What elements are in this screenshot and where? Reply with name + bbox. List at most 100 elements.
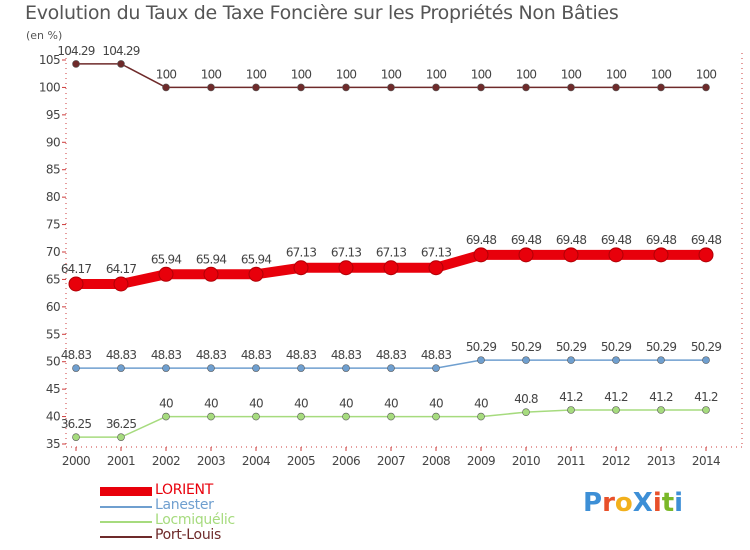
- x-tick-label: 2013: [647, 454, 675, 468]
- data-label-locmiqulic: 41.2: [559, 390, 583, 404]
- y-tick-label: 55: [46, 327, 60, 341]
- data-label-lorient: 64.17: [106, 262, 137, 276]
- legend-label-lanester: Lanester: [155, 497, 214, 513]
- y-tick-label: 35: [46, 437, 60, 451]
- data-label-lorient: 69.48: [511, 233, 542, 247]
- x-tick-label: 2000: [62, 454, 90, 468]
- data-label-locmiqulic: 40: [384, 397, 398, 411]
- y-tick-label: 65: [46, 272, 60, 286]
- data-label-portlouis: 100: [291, 67, 312, 81]
- x-tick-label: 2002: [152, 454, 180, 468]
- legend-label-locmiqulic: Locmiquélic: [155, 512, 235, 528]
- data-point-locmiqulic: [72, 433, 80, 441]
- data-label-lanester: 48.83: [286, 348, 317, 362]
- x-tick-label: 2006: [332, 454, 360, 468]
- data-label-lorient: 65.94: [151, 252, 182, 266]
- data-label-locmiqulic: 40.8: [514, 392, 538, 406]
- data-label-portlouis: 104.29: [102, 44, 139, 58]
- data-label-lorient: 69.48: [556, 233, 587, 247]
- data-label-lanester: 50.29: [646, 340, 677, 354]
- data-point-lanester: [657, 356, 665, 364]
- y-axis-unit-label: (en %): [26, 29, 63, 42]
- x-tick-label: 2012: [602, 454, 630, 468]
- data-label-portlouis: 100: [246, 67, 267, 81]
- data-label-portlouis: 104.29: [57, 44, 94, 58]
- y-tick-label: 75: [46, 218, 60, 232]
- data-point-lorient: [158, 266, 174, 282]
- data-point-portlouis: [342, 83, 350, 92]
- data-label-lorient: 69.48: [691, 233, 722, 247]
- data-point-locmiqulic: [342, 412, 350, 421]
- data-label-locmiqulic: 40: [294, 397, 308, 411]
- data-point-portlouis: [567, 83, 575, 92]
- data-label-lorient: 69.48: [646, 233, 677, 247]
- data-label-portlouis: 100: [156, 67, 177, 81]
- data-point-locmiqulic: [252, 412, 260, 421]
- data-point-lanester: [72, 364, 80, 372]
- logo-letter: r: [602, 488, 615, 518]
- logo-letter: i: [652, 488, 662, 518]
- data-label-locmiqulic: 40: [249, 397, 263, 411]
- x-tick-label: 2008: [422, 454, 450, 468]
- data-label-lanester: 50.29: [691, 340, 722, 354]
- data-label-lanester: 48.83: [151, 348, 182, 362]
- data-label-portlouis: 100: [651, 67, 672, 81]
- data-point-lanester: [207, 364, 215, 372]
- data-point-portlouis: [252, 83, 260, 92]
- data-label-portlouis: 100: [381, 67, 402, 81]
- x-tick-label: 2003: [197, 454, 225, 468]
- data-point-lorient: [563, 247, 579, 263]
- data-label-portlouis: 100: [336, 67, 357, 81]
- x-tick-label: 2001: [107, 454, 135, 468]
- legend-label-portlouis: Port-Louis: [155, 527, 221, 543]
- data-label-locmiqulic: 41.2: [694, 390, 718, 404]
- y-tick-label: 50: [46, 355, 60, 369]
- logo-letter: P: [583, 488, 603, 518]
- data-label-lanester: 48.83: [331, 348, 362, 362]
- data-point-portlouis: [657, 83, 665, 92]
- x-tick-label: 2004: [242, 454, 270, 468]
- data-label-locmiqulic: 40: [159, 397, 173, 411]
- y-tick-label: 70: [46, 245, 60, 259]
- data-label-portlouis: 100: [561, 67, 582, 81]
- data-label-lorient: 67.13: [286, 246, 317, 260]
- logo-letter: t: [661, 488, 675, 518]
- x-tick-label: 2007: [377, 454, 405, 468]
- data-point-lanester: [117, 364, 125, 372]
- data-label-locmiqulic: 36.25: [61, 417, 92, 431]
- logo-letter: o: [614, 488, 633, 518]
- data-label-lanester: 50.29: [466, 340, 497, 354]
- x-tick-label: 2011: [557, 454, 585, 468]
- data-point-locmiqulic: [432, 412, 440, 421]
- data-point-lanester: [432, 364, 440, 372]
- data-point-lorient: [248, 266, 264, 282]
- data-point-lanester: [567, 356, 575, 364]
- data-point-lanester: [477, 356, 485, 364]
- data-label-lanester: 48.83: [376, 348, 407, 362]
- data-point-portlouis: [702, 83, 710, 92]
- data-point-lorient: [473, 247, 489, 263]
- data-label-locmiqulic: 41.2: [649, 390, 673, 404]
- logo-letter: X: [632, 488, 653, 518]
- data-label-lorient: 67.13: [331, 246, 362, 260]
- data-label-lanester: 48.83: [421, 348, 452, 362]
- data-label-portlouis: 100: [696, 67, 717, 81]
- data-label-locmiqulic: 40: [474, 397, 488, 411]
- y-tick-label: 95: [46, 108, 60, 122]
- proxiti-logo: ProXiti: [583, 488, 683, 518]
- data-label-lorient: 69.48: [466, 233, 497, 247]
- data-point-locmiqulic: [117, 433, 125, 441]
- data-point-locmiqulic: [162, 412, 170, 421]
- y-tick-label: 80: [46, 190, 60, 204]
- y-tick-label: 60: [46, 300, 60, 314]
- data-point-lorient: [113, 276, 129, 292]
- legend-swatch-lanester: [100, 506, 152, 508]
- legend-label-lorient: LORIENT: [155, 482, 213, 498]
- data-point-lorient: [428, 260, 444, 276]
- data-point-portlouis: [522, 83, 530, 92]
- data-point-portlouis: [387, 83, 395, 92]
- data-label-locmiqulic: 40: [204, 397, 218, 411]
- data-point-lorient: [293, 260, 309, 276]
- x-tick-label: 2005: [287, 454, 315, 468]
